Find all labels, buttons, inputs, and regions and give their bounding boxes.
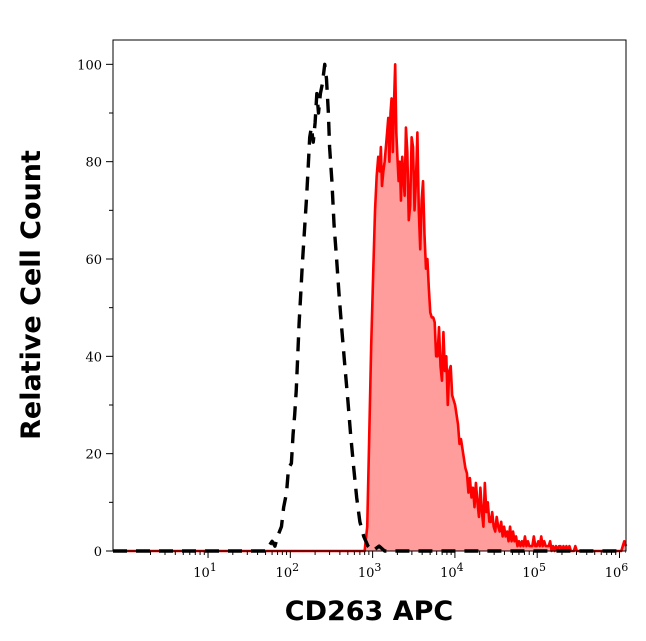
- series-line-dashed: [113, 62, 626, 553]
- x-tick-exponent: 4: [457, 561, 464, 574]
- y-tick-label: 60: [85, 253, 102, 268]
- y-tick-label: 20: [85, 448, 102, 463]
- x-tick-exponent: 3: [374, 561, 381, 574]
- x-tick-exponent: 5: [539, 561, 546, 574]
- x-tick-exponent: 6: [621, 561, 628, 574]
- x-axis-title: CD263 APC: [285, 596, 454, 627]
- plot-frame: [112, 39, 627, 552]
- x-tick-exponent: 2: [292, 561, 299, 574]
- y-tick-label: 100: [77, 58, 102, 73]
- x-tick-exponent: 1: [210, 561, 217, 574]
- y-tick-label: 80: [85, 156, 102, 171]
- y-axis-title: Relative Cell Count: [16, 150, 47, 440]
- y-tick-label: 0: [94, 545, 102, 560]
- y-tick-label: 40: [85, 350, 102, 365]
